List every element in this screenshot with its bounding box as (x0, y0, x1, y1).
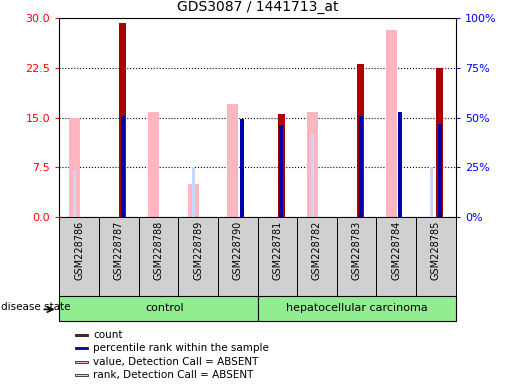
Bar (311, 134, 314, 217)
Bar (258, 296, 456, 321)
Bar (121, 116, 125, 217)
Bar (75, 347, 88, 349)
Text: GSM228786: GSM228786 (74, 221, 84, 280)
Text: GSM228783: GSM228783 (352, 221, 362, 280)
Bar (306, 112, 318, 217)
Text: hepatocellular carcinoma: hepatocellular carcinoma (286, 303, 427, 313)
Bar (192, 167, 195, 217)
Text: GSM228782: GSM228782 (312, 221, 322, 280)
Text: control: control (145, 303, 184, 313)
Bar (438, 124, 442, 217)
Text: value, Detection Call = ABSENT: value, Detection Call = ABSENT (93, 357, 259, 367)
Text: disease state: disease state (1, 302, 71, 312)
Bar (279, 125, 283, 217)
Bar (239, 119, 244, 217)
Title: GDS3087 / 1441713_at: GDS3087 / 1441713_at (177, 0, 338, 14)
Bar (139, 217, 178, 296)
Bar (75, 374, 88, 376)
Bar (73, 170, 76, 217)
Text: GSM228785: GSM228785 (431, 221, 441, 280)
Bar (386, 30, 397, 217)
Text: rank, Detection Call = ABSENT: rank, Detection Call = ABSENT (93, 371, 253, 381)
Bar (218, 217, 258, 296)
Bar (258, 217, 297, 296)
Bar (278, 114, 285, 217)
Text: GSM228788: GSM228788 (153, 221, 163, 280)
Bar (227, 104, 238, 217)
Bar (430, 167, 433, 217)
Text: GSM228781: GSM228781 (272, 221, 282, 280)
Bar (59, 217, 99, 296)
Bar (357, 65, 364, 217)
Bar (68, 118, 80, 217)
Text: count: count (93, 330, 123, 340)
Bar (59, 296, 258, 321)
Bar (75, 361, 88, 363)
Text: percentile rank within the sample: percentile rank within the sample (93, 343, 269, 353)
Bar (148, 112, 159, 217)
Bar (376, 217, 416, 296)
Bar (119, 23, 126, 217)
Bar (358, 116, 363, 217)
Text: GSM228787: GSM228787 (114, 221, 124, 280)
Bar (436, 68, 443, 217)
Text: GSM228789: GSM228789 (193, 221, 203, 280)
Bar (178, 217, 218, 296)
Bar (297, 217, 337, 296)
Text: GSM228790: GSM228790 (233, 221, 243, 280)
Bar (398, 112, 402, 217)
Bar (99, 217, 139, 296)
Text: GSM228784: GSM228784 (391, 221, 401, 280)
Bar (187, 184, 199, 217)
Bar (337, 217, 376, 296)
Bar (416, 217, 456, 296)
Bar (75, 334, 88, 336)
